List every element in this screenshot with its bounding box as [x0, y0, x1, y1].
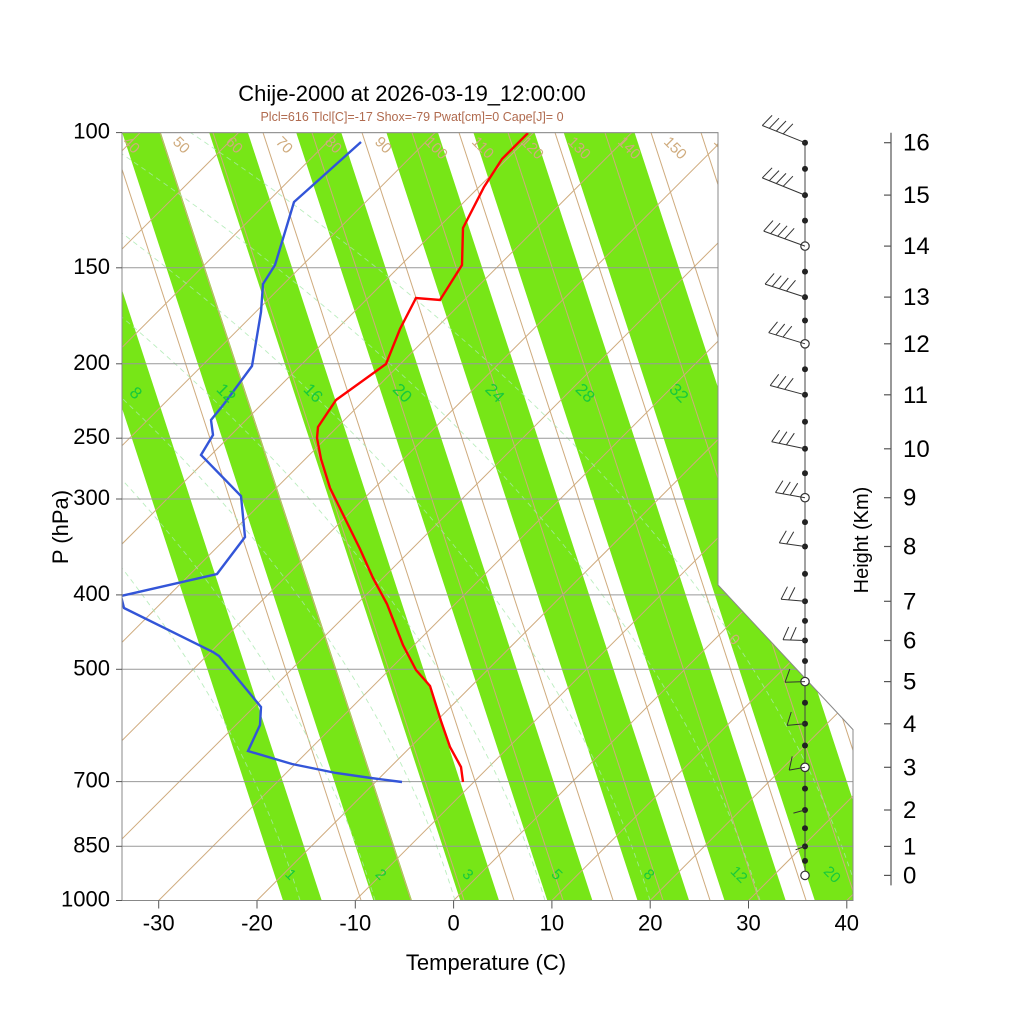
svg-text:15: 15: [903, 182, 930, 209]
svg-text:40: 40: [835, 911, 859, 936]
svg-text:0: 0: [447, 911, 459, 936]
svg-text:400: 400: [73, 581, 110, 606]
svg-text:150: 150: [73, 254, 110, 279]
svg-text:-20: -20: [241, 911, 273, 936]
svg-text:P (hPa): P (hPa): [48, 490, 73, 564]
svg-text:Chije-2000 at 2026-03-19_12:00: Chije-2000 at 2026-03-19_12:00:00: [238, 81, 585, 106]
svg-text:11: 11: [903, 382, 928, 409]
svg-text:850: 850: [73, 832, 110, 857]
svg-text:Temperature (C): Temperature (C): [406, 950, 566, 975]
svg-text:-10: -10: [339, 911, 371, 936]
svg-text:1: 1: [903, 833, 916, 860]
svg-text:1000: 1000: [61, 887, 110, 912]
svg-text:20: 20: [638, 911, 662, 936]
svg-text:250: 250: [73, 424, 110, 449]
svg-text:-30: -30: [143, 911, 175, 936]
svg-text:8: 8: [903, 534, 916, 561]
svg-text:16: 16: [903, 130, 930, 157]
svg-text:700: 700: [73, 768, 110, 793]
svg-text:13: 13: [903, 284, 930, 311]
svg-text:2: 2: [903, 797, 916, 824]
svg-text:9: 9: [903, 485, 916, 512]
svg-text:Plcl=616 Tlcl[C]=-17 Shox=-79: Plcl=616 Tlcl[C]=-17 Shox=-79 Pwat[cm]=0…: [260, 110, 563, 124]
svg-text:500: 500: [73, 655, 110, 680]
svg-text:4: 4: [903, 711, 916, 738]
svg-text:6: 6: [903, 628, 916, 655]
svg-text:0: 0: [903, 862, 916, 889]
svg-text:5: 5: [903, 669, 916, 696]
svg-text:14: 14: [903, 233, 930, 260]
svg-text:30: 30: [736, 911, 760, 936]
svg-text:Height (Km): Height (Km): [851, 487, 873, 594]
svg-text:100: 100: [73, 119, 110, 144]
svg-text:3: 3: [903, 754, 916, 781]
svg-text:200: 200: [73, 350, 110, 375]
svg-text:7: 7: [903, 588, 916, 615]
svg-text:12: 12: [903, 331, 930, 358]
svg-text:300: 300: [73, 485, 110, 510]
svg-text:10: 10: [540, 911, 564, 936]
svg-text:10: 10: [903, 436, 930, 463]
